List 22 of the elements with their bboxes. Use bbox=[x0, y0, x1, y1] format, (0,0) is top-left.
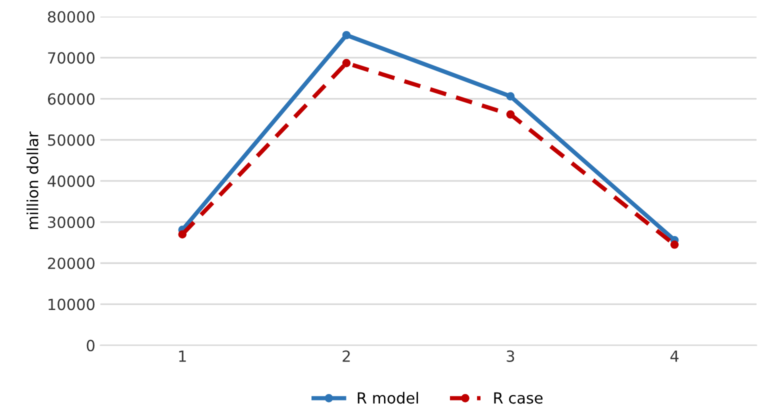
point bbox=[506, 92, 515, 100]
point bbox=[342, 30, 351, 40]
y-tick-label: 50000 bbox=[48, 134, 94, 146]
x-tick-label: 4 bbox=[670, 350, 679, 362]
x-tick-label: 1 bbox=[179, 350, 186, 362]
y-tick-label: 60000 bbox=[48, 93, 94, 105]
y-tick-label: 40000 bbox=[48, 175, 94, 187]
point bbox=[178, 230, 187, 239]
y-axis-title: million dollar bbox=[26, 131, 38, 230]
point bbox=[670, 240, 679, 249]
y-tick-label: 30000 bbox=[48, 216, 94, 228]
point bbox=[342, 58, 351, 68]
x-tick-label: 3 bbox=[506, 350, 514, 362]
point bbox=[506, 110, 515, 119]
legend-label: R model bbox=[358, 392, 418, 404]
y-tick-label: 10000 bbox=[48, 298, 94, 310]
y-tick-label: 20000 bbox=[48, 258, 94, 270]
legend-label: R case bbox=[494, 392, 543, 404]
y-tick-label: 70000 bbox=[48, 52, 94, 64]
y-tick-label: 0 bbox=[86, 340, 94, 352]
y-tick-label: 80000 bbox=[48, 11, 94, 23]
x-tick-label: 2 bbox=[342, 350, 350, 362]
